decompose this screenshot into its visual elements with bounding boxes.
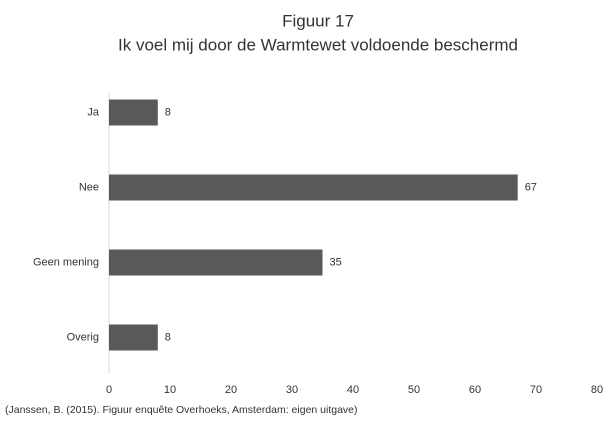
x-tick-label: 0 bbox=[106, 384, 112, 396]
y-tick-label: Ja bbox=[87, 106, 100, 118]
x-tick-label: 20 bbox=[225, 384, 237, 396]
y-tick-label: Geen mening bbox=[33, 256, 99, 268]
value-label: 8 bbox=[165, 331, 171, 343]
x-tick-label: 10 bbox=[164, 384, 176, 396]
x-tick-label: 60 bbox=[469, 384, 481, 396]
chart-title: Figuur 17 bbox=[282, 11, 354, 30]
bar bbox=[109, 174, 518, 201]
x-tick-label: 30 bbox=[286, 384, 298, 396]
y-tick-label: Nee bbox=[79, 181, 99, 193]
chart-subtitle: Ik voel mij door de Warmtewet voldoende … bbox=[118, 35, 518, 54]
value-label: 67 bbox=[525, 181, 537, 193]
bar bbox=[109, 99, 158, 126]
x-tick-label: 70 bbox=[530, 384, 542, 396]
y-tick-label: Overig bbox=[67, 331, 99, 343]
source: (Janssen, B. (2015). Figuur enquête Over… bbox=[5, 404, 358, 416]
value-label: 35 bbox=[330, 256, 342, 268]
bar bbox=[109, 324, 158, 351]
x-tick-label: 50 bbox=[408, 384, 420, 396]
x-tick-label: 40 bbox=[347, 384, 359, 396]
bar bbox=[109, 249, 323, 276]
value-label: 8 bbox=[165, 106, 171, 118]
x-tick-label: 80 bbox=[591, 384, 603, 396]
